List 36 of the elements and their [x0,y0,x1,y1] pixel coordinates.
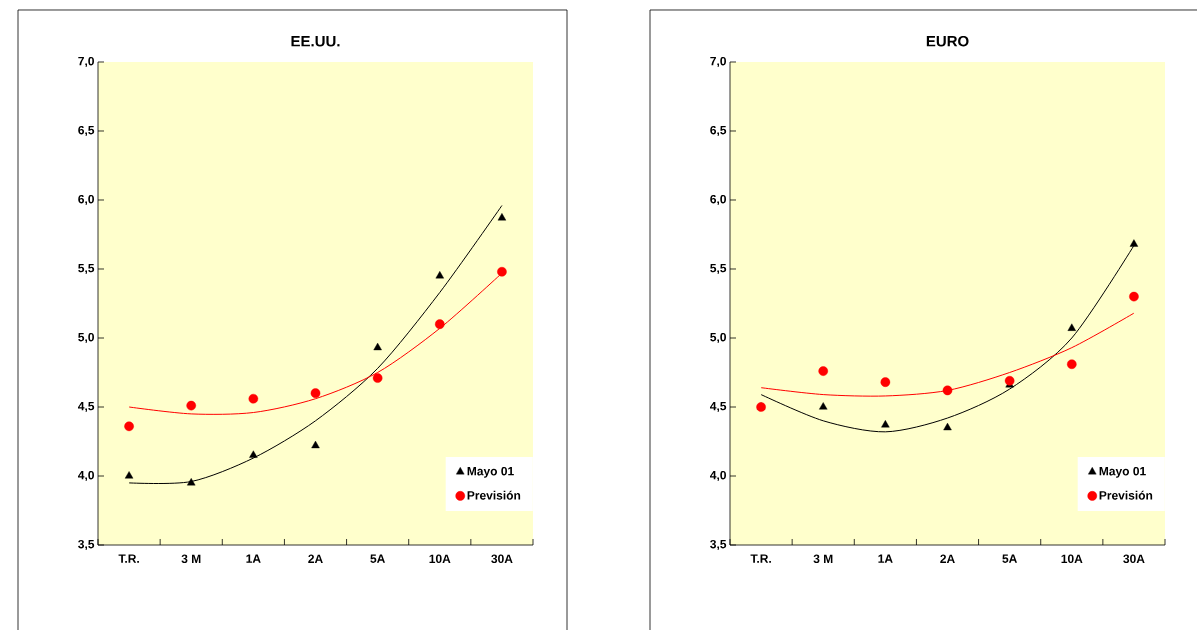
x-tick-label: 5A [370,554,385,563]
y-tick-label: 7,0 [78,56,94,68]
x-tick-label: 3 M [181,554,201,564]
y-tick-label: 4,0 [709,470,726,482]
y-tick-label: 6,5 [78,125,95,137]
y-tick-label: 4,5 [709,401,727,413]
x-tick-label: 1A [246,554,261,563]
y-tick-label: 6,0 [78,194,94,206]
x-tick-label: T.R. [118,554,139,563]
legend-label: Previsión [1099,490,1153,500]
y-tick-label: 3,5 [710,539,727,551]
x-tick-label: 5A [1002,554,1017,563]
y-tick-label: 5,5 [710,263,727,275]
x-tick-label: T.R. [750,554,771,563]
x-tick-label: 30A [1123,554,1145,564]
x-tick-label: 3 M [813,554,833,564]
x-tick-label: 2A [940,554,955,563]
y-tick-label: 3,5 [78,539,95,551]
y-tick-label: 4,5 [77,401,95,413]
legend-label: Previsión [467,490,521,500]
chart-title: EURO [926,35,969,47]
chart-title: EE.UU. [291,36,340,47]
x-tick-label: 1A [878,554,893,563]
y-tick-label: 4,0 [77,470,94,482]
legend-label: Mayo 01 [467,466,514,478]
y-tick-label: 5,0 [78,332,94,344]
x-tick-label: 30A [491,554,513,564]
x-tick-label: 10A [1061,554,1083,564]
legend-label: Mayo 01 [1099,466,1146,478]
y-tick-label: 5,5 [78,263,95,275]
x-tick-label: 10A [429,554,451,564]
y-tick-label: 6,5 [710,125,727,137]
y-tick-label: 5,0 [710,332,726,344]
y-tick-label: 7,0 [710,56,726,68]
x-tick-label: 2A [308,554,323,563]
y-tick-label: 6,0 [710,194,726,206]
